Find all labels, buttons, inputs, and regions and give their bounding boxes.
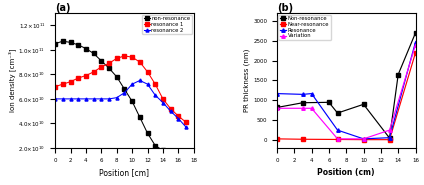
- resonance 2: [130, 83, 135, 85]
- Non-resonance: [326, 101, 332, 103]
- X-axis label: Position (cm): Position (cm): [318, 168, 375, 177]
- resonance 1: [75, 77, 81, 79]
- resonance 2: [75, 98, 81, 100]
- Resonance: [413, 41, 418, 43]
- resonance 1: [130, 56, 135, 58]
- non-resonance: [145, 132, 150, 134]
- Near-resonance: [361, 139, 366, 141]
- resonance 1: [53, 85, 58, 88]
- resonance 2: [114, 97, 119, 99]
- Near-resonance: [300, 138, 305, 140]
- Variation: [274, 107, 279, 109]
- non-resonance: [153, 144, 158, 147]
- resonance 1: [176, 115, 181, 117]
- non-resonance: [168, 157, 173, 159]
- resonance 1: [122, 55, 127, 57]
- Resonance: [300, 93, 305, 95]
- resonance 2: [53, 98, 58, 100]
- resonance 2: [168, 110, 173, 112]
- resonance 1: [145, 71, 150, 73]
- non-resonance: [60, 40, 65, 42]
- resonance 1: [60, 83, 65, 85]
- Variation: [387, 129, 392, 131]
- Variation: [361, 138, 366, 140]
- Resonance: [335, 129, 340, 131]
- non-resonance: [122, 88, 127, 90]
- resonance 1: [184, 121, 189, 123]
- resonance 2: [184, 126, 189, 128]
- resonance 1: [153, 83, 158, 85]
- Non-resonance: [361, 103, 366, 105]
- Line: resonance 2: resonance 2: [53, 79, 187, 129]
- Y-axis label: Ion density [cm⁻³]: Ion density [cm⁻³]: [8, 49, 16, 112]
- Line: resonance 1: resonance 1: [53, 54, 187, 124]
- Near-resonance: [387, 139, 392, 141]
- resonance 1: [137, 61, 142, 63]
- resonance 1: [84, 74, 89, 77]
- resonance 2: [153, 94, 158, 96]
- Line: Near-resonance: Near-resonance: [275, 51, 417, 141]
- Text: (a): (a): [55, 3, 71, 13]
- resonance 2: [60, 98, 65, 100]
- resonance 1: [106, 62, 112, 64]
- resonance 1: [160, 98, 165, 100]
- non-resonance: [160, 149, 165, 152]
- X-axis label: Position [cm]: Position [cm]: [99, 168, 149, 177]
- Variation: [413, 44, 418, 46]
- non-resonance: [137, 116, 142, 118]
- Text: (b): (b): [277, 3, 293, 13]
- Variation: [309, 107, 314, 109]
- Legend: non-resonance, resonance 1, resonance 2: non-resonance, resonance 1, resonance 2: [142, 15, 192, 34]
- non-resonance: [68, 41, 73, 43]
- non-resonance: [106, 67, 112, 69]
- Near-resonance: [274, 138, 279, 140]
- Resonance: [361, 138, 366, 140]
- Line: non-resonance: non-resonance: [53, 40, 187, 170]
- resonance 2: [68, 98, 73, 100]
- Non-resonance: [274, 106, 279, 109]
- Variation: [300, 107, 305, 109]
- Y-axis label: PR thickness (nm): PR thickness (nm): [244, 49, 251, 112]
- resonance 2: [176, 117, 181, 120]
- non-resonance: [130, 100, 135, 102]
- Variation: [335, 138, 340, 140]
- resonance 2: [145, 83, 150, 85]
- Non-resonance: [413, 32, 418, 34]
- Near-resonance: [335, 138, 340, 141]
- resonance 1: [99, 66, 104, 68]
- non-resonance: [99, 60, 104, 62]
- resonance 1: [68, 81, 73, 83]
- resonance 1: [91, 71, 96, 73]
- Resonance: [387, 137, 392, 139]
- resonance 1: [114, 57, 119, 60]
- non-resonance: [75, 44, 81, 46]
- non-resonance: [184, 168, 189, 170]
- Line: Variation: Variation: [275, 43, 417, 141]
- resonance 2: [84, 98, 89, 100]
- non-resonance: [84, 47, 89, 50]
- Non-resonance: [300, 102, 305, 104]
- Non-resonance: [335, 112, 340, 114]
- non-resonance: [53, 43, 58, 45]
- non-resonance: [91, 52, 96, 55]
- non-resonance: [114, 76, 119, 78]
- Non-resonance: [387, 137, 392, 139]
- Resonance: [274, 92, 279, 95]
- Non-resonance: [396, 73, 401, 76]
- Legend: Non-resonance, Near-resonance, Resonance, Variation: Non-resonance, Near-resonance, Resonance…: [279, 15, 331, 40]
- Line: Non-resonance: Non-resonance: [275, 31, 417, 140]
- non-resonance: [176, 165, 181, 168]
- resonance 2: [106, 98, 112, 100]
- resonance 2: [91, 98, 96, 100]
- resonance 2: [160, 101, 165, 104]
- resonance 2: [137, 79, 142, 82]
- Line: Resonance: Resonance: [275, 40, 417, 141]
- resonance 2: [122, 92, 127, 94]
- Resonance: [309, 92, 314, 95]
- resonance 1: [168, 108, 173, 110]
- Near-resonance: [413, 52, 418, 54]
- resonance 2: [99, 98, 104, 100]
